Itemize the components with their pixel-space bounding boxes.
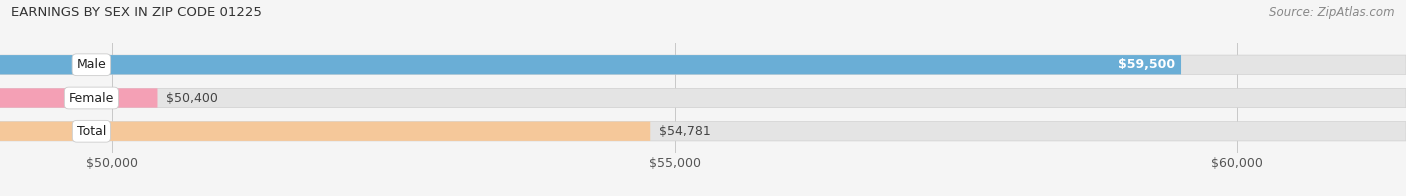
- FancyBboxPatch shape: [0, 88, 157, 108]
- FancyBboxPatch shape: [0, 122, 650, 141]
- Text: Source: ZipAtlas.com: Source: ZipAtlas.com: [1270, 6, 1395, 19]
- FancyBboxPatch shape: [0, 55, 1406, 74]
- Text: $54,781: $54,781: [658, 125, 710, 138]
- FancyBboxPatch shape: [0, 88, 1406, 108]
- Text: Total: Total: [77, 125, 105, 138]
- Text: $59,500: $59,500: [1118, 58, 1175, 71]
- Text: Female: Female: [69, 92, 114, 104]
- FancyBboxPatch shape: [0, 55, 1181, 74]
- FancyBboxPatch shape: [0, 122, 1406, 141]
- Text: $50,400: $50,400: [166, 92, 218, 104]
- Text: Male: Male: [76, 58, 107, 71]
- Text: EARNINGS BY SEX IN ZIP CODE 01225: EARNINGS BY SEX IN ZIP CODE 01225: [11, 6, 262, 19]
